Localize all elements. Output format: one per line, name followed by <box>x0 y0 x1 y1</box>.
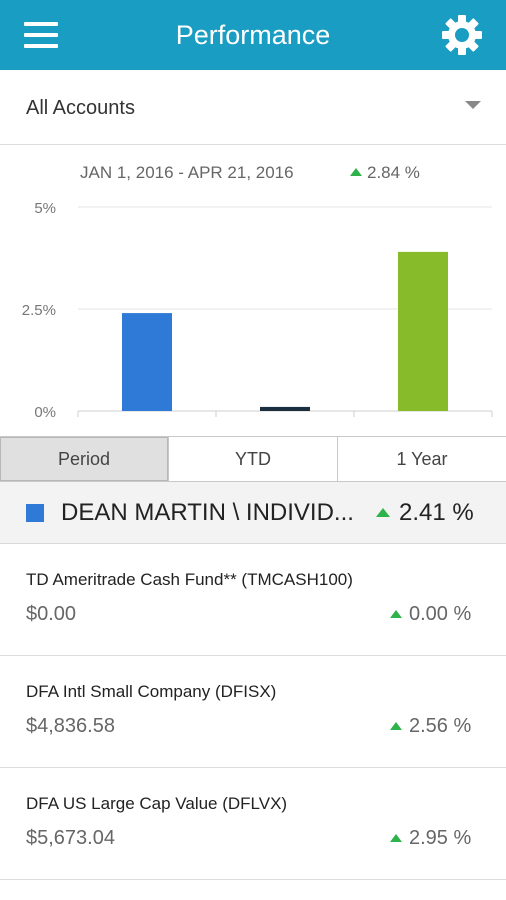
up-arrow-icon <box>390 610 402 618</box>
gear-icon[interactable] <box>441 14 483 56</box>
holding-value: $0.00 <box>26 603 77 625</box>
account-header[interactable]: DEAN MARTIN \ INDIVID... 2.41 % <box>0 482 506 544</box>
summary-change: 2.84 % <box>367 163 420 182</box>
up-arrow-icon <box>376 508 390 517</box>
holding-name: DFA Intl Small Company (DFISX) <box>26 682 277 701</box>
holding-change: 0.00 % <box>409 603 472 625</box>
tab-1-year[interactable]: 1 Year <box>338 437 506 481</box>
period-tabs: Period YTD 1 Year <box>0 436 506 482</box>
up-arrow-icon <box>350 168 362 176</box>
tab-period[interactable]: Period <box>0 437 169 481</box>
holding-row[interactable]: TD Ameritrade Cash Fund** (TMCASH100) $0… <box>0 544 506 656</box>
tab-ytd[interactable]: YTD <box>169 437 338 481</box>
account-dropdown[interactable]: All Accounts <box>0 70 506 145</box>
holding-row[interactable]: DFA US Large Cap Value (DFLVX) $5,673.04… <box>0 768 506 880</box>
account-color-swatch <box>26 504 44 522</box>
performance-bar-chart: 5% 2.5% 0% <box>22 200 493 421</box>
holding-row[interactable]: DFA Intl Small Company (DFISX) $4,836.58… <box>0 656 506 768</box>
chart-bar-ytd[interactable] <box>260 406 310 411</box>
app-bar: Performance <box>0 0 506 70</box>
summary-row: JAN 1, 2016 - APR 21, 2016 2.84 % <box>0 163 506 185</box>
chart-bar-period[interactable] <box>122 313 172 411</box>
holding-change: 2.95 % <box>409 827 472 849</box>
date-range: JAN 1, 2016 - APR 21, 2016 <box>80 163 294 182</box>
y-tick-label: 2.5% <box>22 302 56 319</box>
up-arrow-icon <box>390 722 402 730</box>
chart-bar-1-year[interactable] <box>398 251 448 411</box>
account-name: DEAN MARTIN \ INDIVID... <box>61 499 354 526</box>
holding-name: TD Ameritrade Cash Fund** (TMCASH100) <box>26 570 353 589</box>
holding-change: 2.56 % <box>409 715 472 737</box>
y-tick-label: 0% <box>34 404 56 421</box>
page-title: Performance <box>175 20 331 50</box>
account-change: 2.41 % <box>399 499 474 526</box>
y-tick-label: 5% <box>34 200 56 217</box>
dropdown-caret-icon <box>465 101 481 109</box>
holding-name: DFA US Large Cap Value (DFLVX) <box>26 794 288 813</box>
account-dropdown-value: All Accounts <box>26 97 135 119</box>
holding-value: $4,836.58 <box>26 715 115 737</box>
holding-value: $5,673.04 <box>26 827 115 849</box>
hamburger-menu-icon[interactable] <box>24 22 58 48</box>
up-arrow-icon <box>390 834 402 842</box>
